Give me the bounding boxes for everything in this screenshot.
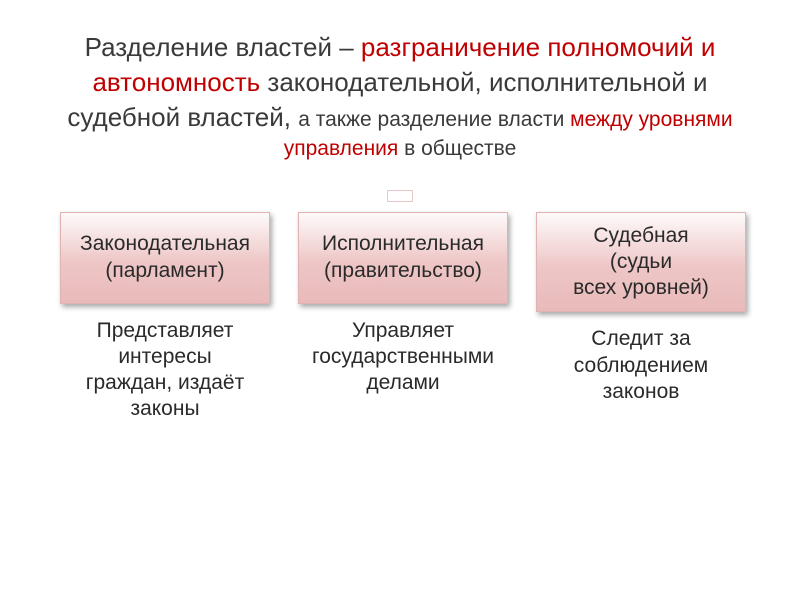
title-block: Разделение властей – разграничение полно… (50, 30, 750, 164)
connector-stub (387, 190, 413, 202)
title-part4: а также разделение власти (298, 108, 570, 131)
box-executive: Исполнительная (правительство) (298, 212, 508, 304)
desc-judicial: Следит за соблюдением законов (574, 326, 708, 405)
branch-judicial: Судебная (судьи всех уровней) Следит за … (536, 212, 746, 423)
desc-legislative: Представляет интересы граждан, издаёт за… (86, 318, 244, 423)
desc-executive: Управляет государственными делами (312, 318, 494, 397)
title-part6: в обществе (404, 137, 516, 160)
branches-row: Законодательная (парламент) Представляет… (60, 212, 740, 423)
branch-legislative: Законодательная (парламент) Представляет… (60, 212, 270, 423)
box-legislative: Законодательная (парламент) (60, 212, 270, 304)
title-part1: Разделение властей – (85, 32, 361, 62)
box-judicial: Судебная (судьи всех уровней) (536, 212, 746, 313)
branch-executive: Исполнительная (правительство) Управляет… (298, 212, 508, 423)
tree-connector (140, 194, 660, 212)
